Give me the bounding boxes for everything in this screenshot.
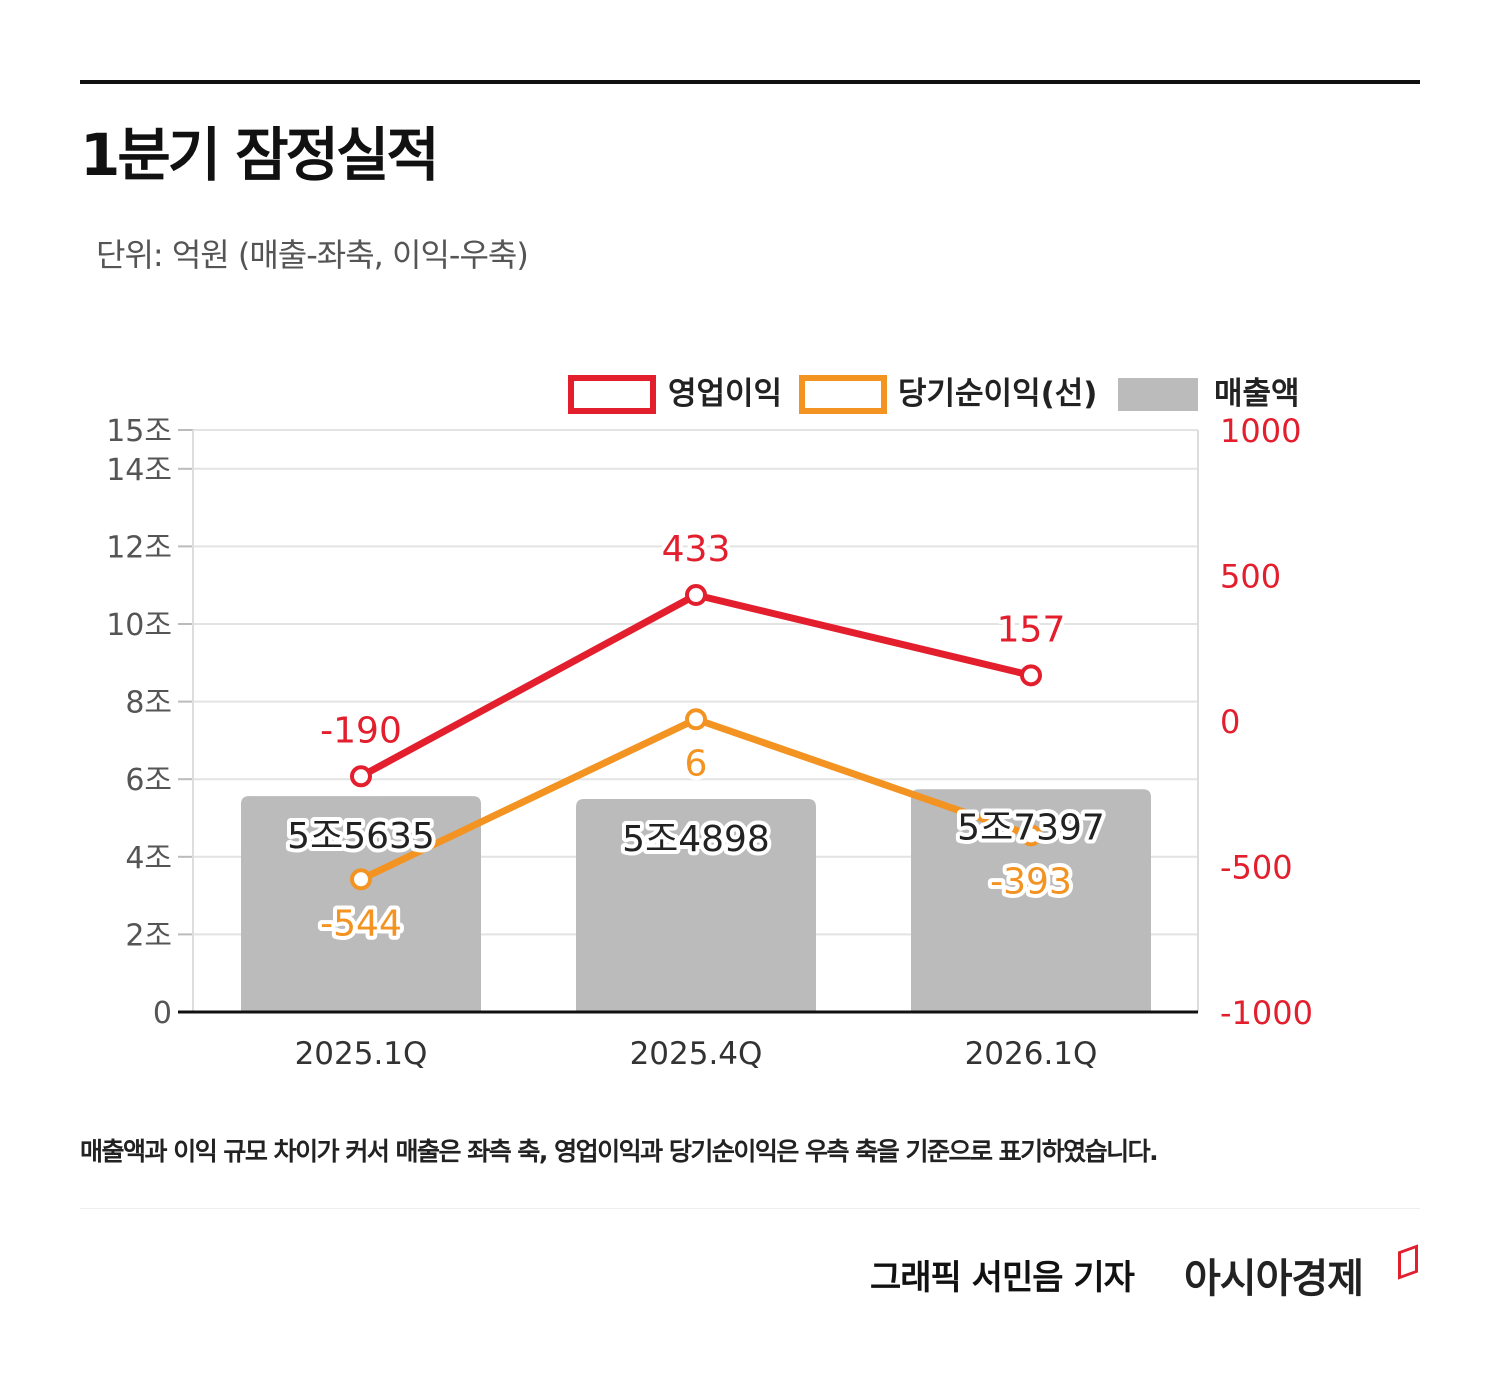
left-tick-label: 14조 [106, 453, 172, 488]
right-tick-label: 1000 [1220, 412, 1301, 450]
bar-2025.4Q [576, 798, 816, 1012]
legend-revenue-swatch [1118, 378, 1198, 411]
left-tick-label: 4조 [125, 841, 172, 876]
left-tick-label: 2조 [125, 918, 172, 953]
left-tick-label: 15조 [106, 414, 172, 449]
legend-net-profit-label: 당기순이익(선) [898, 376, 1097, 412]
bar-value-label: 5조7397 [957, 807, 1105, 848]
operating-profit-point [1020, 664, 1042, 687]
page-title: 1분기 잠정실적 [80, 121, 440, 189]
x-tick-label: 2025.4Q [630, 1036, 763, 1072]
net-profit-point [1020, 824, 1042, 847]
net-profit-label: -393 [990, 861, 1072, 902]
operating-profit-label: 433 [662, 529, 731, 570]
net-profit-label: -544 [320, 903, 402, 944]
bar-value-label: 5조4898 [622, 819, 770, 860]
unit-label: 단위: 억원 (매출-좌축, 이익-우축) [96, 236, 529, 274]
legend-revenue-label: 매출액 [1214, 376, 1300, 412]
net-profit-label: 6 [685, 743, 708, 784]
left-tick-label: 0 [153, 996, 172, 1031]
legend-net-profit-swatch [799, 375, 887, 414]
operating-profit-label: -190 [320, 710, 402, 751]
left-tick-label: 8조 [125, 686, 172, 721]
right-tick-label: -1000 [1220, 994, 1313, 1032]
net-profit-point [350, 868, 372, 891]
left-tick-label: 6조 [125, 763, 172, 798]
right-tick-label: 500 [1220, 558, 1281, 596]
bar-value-label: 5조5635 [287, 816, 435, 857]
operating-profit-point [685, 583, 707, 606]
left-tick-label: 10조 [106, 608, 172, 643]
operating-profit-label: 157 [997, 609, 1066, 650]
top-rule [80, 80, 1420, 84]
operating-profit-point [350, 765, 372, 788]
right-tick-label: -500 [1220, 849, 1293, 887]
credit: 그래픽 서민음 기자 [870, 1258, 1135, 1298]
legend-operating-profit-label: 영업이익 [668, 376, 782, 412]
net-profit-point [685, 708, 707, 731]
left-tick-label: 12조 [106, 530, 172, 565]
x-tick-label: 2026.1Q [965, 1036, 1098, 1072]
legend-operating-profit-swatch [568, 375, 656, 414]
divider [80, 1208, 1420, 1209]
bar-2026.1Q [911, 789, 1151, 1012]
right-tick-label: 0 [1220, 703, 1240, 741]
footnote: 매출액과 이익 규모 차이가 커서 매출은 좌측 축, 영업이익과 당기순이익은… [80, 1137, 1159, 1166]
x-tick-label: 2025.1Q [295, 1036, 428, 1072]
brand-logo: 아시아경제 [1184, 1256, 1364, 1302]
